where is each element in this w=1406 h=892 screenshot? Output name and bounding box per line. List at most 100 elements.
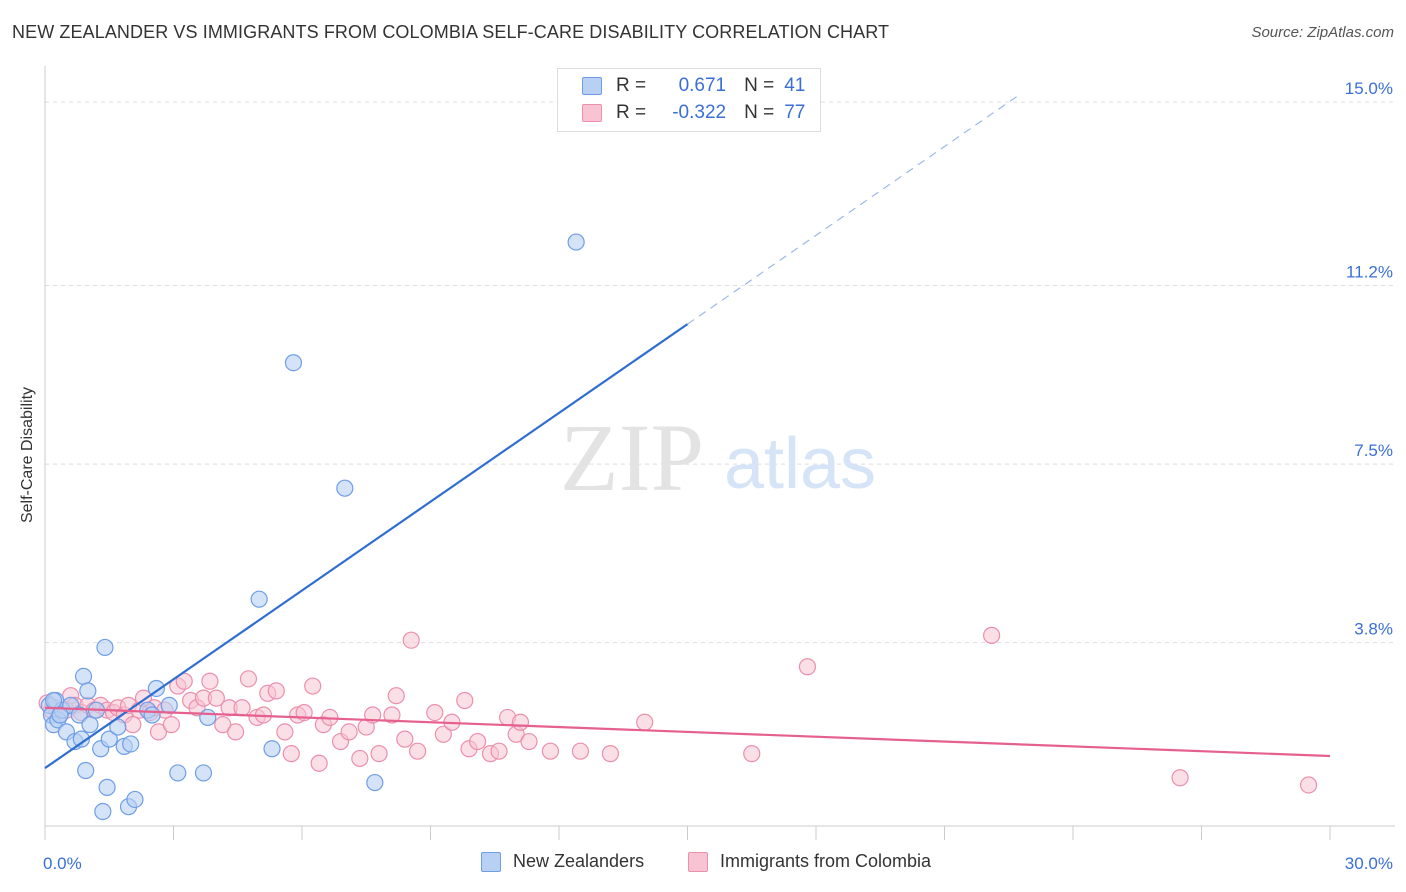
colombia-point	[207, 689, 225, 707]
nz-point	[98, 778, 116, 796]
nz-point	[194, 764, 213, 782]
nz-point	[122, 735, 140, 753]
colombia-point	[409, 742, 427, 760]
colombia-point	[267, 682, 285, 700]
nz-point	[199, 708, 217, 727]
colombia-point	[798, 658, 817, 676]
nz-point	[94, 802, 112, 821]
colombia-point	[1171, 769, 1189, 787]
nz-point	[143, 706, 161, 724]
nz-point	[263, 740, 281, 758]
nz-point	[44, 691, 63, 710]
bottom-legend-nz-label: New Zealanders	[513, 851, 645, 871]
tick-labels: 3.8% 7.5% 11.2% 15.0% 0.0% 30.0%	[43, 79, 1393, 873]
colombia-point	[402, 631, 420, 649]
nz-points	[40, 233, 585, 821]
colombia-point	[276, 723, 294, 741]
legend-row-nz: R = 0.671 N = 41	[582, 73, 805, 99]
nz-point	[72, 730, 91, 748]
chart-title: NEW ZEALANDER VS IMMIGRANTS FROM COLOMBI…	[12, 22, 890, 42]
colombia-point	[201, 672, 219, 690]
colombia-point	[124, 716, 142, 734]
colombia-points	[38, 626, 1318, 794]
colombia-point	[490, 742, 508, 760]
colombia-point	[162, 716, 180, 734]
nz-point	[126, 790, 144, 809]
colombia-point	[387, 687, 405, 705]
colombia-point	[571, 742, 590, 760]
legend-n-value: 41	[784, 75, 806, 96]
nz-point	[284, 354, 303, 372]
nz-point	[100, 730, 118, 748]
stats-legend: R = 0.671 N = 41 R = -0.322 N = 77	[557, 68, 821, 132]
trend-lines	[44, 95, 1331, 769]
colombia-point	[983, 626, 1001, 644]
legend-row-col: R = -0.322 N = 77	[582, 100, 805, 126]
colombia-point	[214, 716, 232, 734]
nz-point	[51, 706, 69, 724]
colombia-point	[541, 742, 560, 760]
legend-r-value: -0.322	[672, 102, 727, 123]
colombia-point	[340, 723, 358, 741]
colombia-point	[1299, 776, 1318, 794]
legend-r-label: R =	[616, 75, 647, 96]
nz-point	[160, 696, 178, 714]
colombia-point	[304, 677, 322, 695]
nz-point	[77, 761, 95, 780]
nz-trend-extension	[687, 95, 1018, 325]
legend-n-label: N =	[744, 102, 775, 123]
watermark: ZIP atlas	[560, 404, 876, 511]
watermark-zip: ZIP	[560, 404, 704, 511]
y-tick-label: 3.8%	[1354, 620, 1393, 639]
watermark-atlas: atlas	[724, 424, 876, 504]
colombia-point	[233, 699, 251, 717]
x-tick-label: 30.0%	[1345, 854, 1393, 873]
y-tick-label: 11.2%	[1346, 263, 1393, 282]
colombia-point	[149, 723, 168, 741]
colombia-point	[383, 706, 401, 724]
nz-point	[366, 773, 384, 792]
axes	[44, 66, 1395, 840]
nz-point	[169, 764, 187, 782]
colombia-point	[282, 745, 300, 763]
colombia-point	[456, 691, 474, 710]
legend-r-value: 0.671	[678, 75, 727, 96]
colombia-point	[743, 745, 761, 763]
legend-r-label: R =	[616, 102, 647, 123]
nz-trend-line	[44, 323, 689, 769]
legend-swatch-nz	[582, 77, 602, 95]
colombia-trend-line	[44, 706, 1331, 758]
colombia-point	[227, 723, 245, 741]
nz-point	[70, 706, 88, 724]
legend-n-value: 77	[784, 102, 806, 123]
legend-n-label: N =	[744, 75, 775, 96]
colombia-point	[351, 749, 369, 768]
nz-point	[74, 667, 93, 686]
colombia-point	[426, 703, 444, 722]
colombia-point	[370, 745, 388, 763]
colombia-point	[396, 730, 414, 748]
colombia-point	[520, 732, 538, 751]
source-note: Source: ZipAtlas.com	[1251, 24, 1394, 41]
bottom-legend-col-label: Immigrants from Colombia	[720, 851, 932, 871]
colombia-point	[469, 732, 487, 751]
colombia-point	[434, 725, 452, 743]
nz-point	[96, 638, 114, 657]
nz-point	[567, 233, 585, 251]
nz-point	[79, 682, 97, 700]
nz-point	[336, 479, 354, 497]
nz-point	[81, 716, 99, 734]
x-tick-label: 0.0%	[43, 854, 82, 873]
y-tick-label: 15.0%	[1345, 79, 1393, 98]
colombia-point	[601, 745, 620, 763]
legend-swatch-col	[582, 104, 602, 122]
bottom-swatch-nz	[481, 851, 501, 872]
colombia-point	[511, 713, 530, 731]
colombia-point	[636, 713, 654, 731]
bottom-legend-col: Immigrants from Colombia	[688, 851, 931, 872]
colombia-point	[239, 670, 258, 688]
bottom-legend-nz: New Zealanders	[481, 851, 644, 872]
colombia-point	[310, 754, 328, 772]
nz-point	[147, 679, 165, 698]
